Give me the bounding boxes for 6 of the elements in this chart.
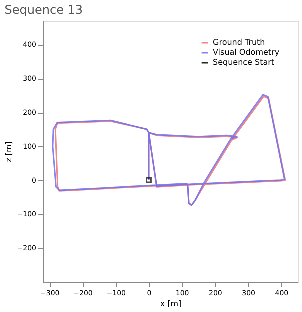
chart-title: Sequence 13 [4, 3, 84, 17]
x-axis-title: x [m] [160, 300, 182, 308]
y-axis-title: z [m] [4, 142, 14, 162]
legend-label: Ground Truth [213, 38, 266, 47]
legend-label: Visual Odometry [213, 48, 280, 57]
legend-label: Sequence Start [213, 58, 275, 67]
